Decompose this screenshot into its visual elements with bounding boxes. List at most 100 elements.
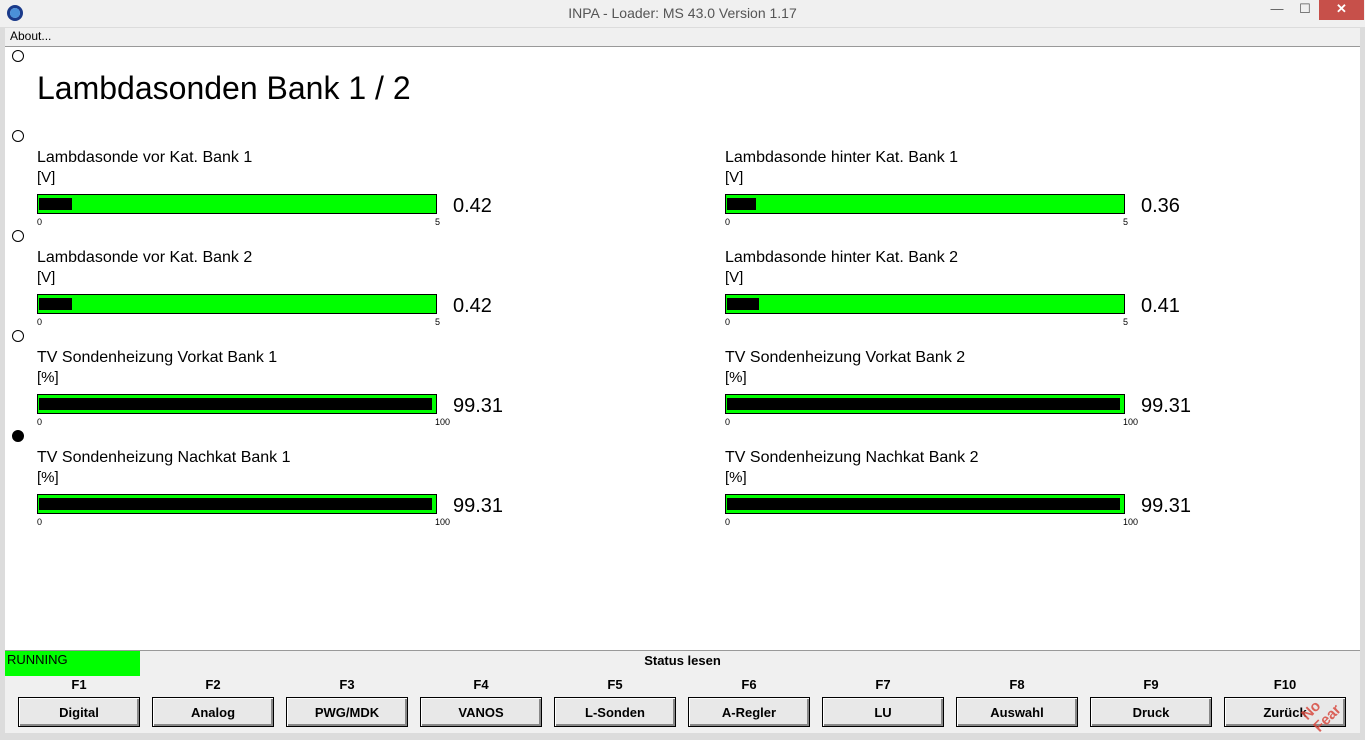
gauge-min: 0 [37, 317, 43, 327]
gauge-min: 0 [37, 417, 43, 427]
gauge-bar [725, 194, 1125, 214]
gauge-bar [37, 394, 437, 414]
gauge-unit: [%] [725, 469, 747, 486]
gauge-label: Lambdasonde vor Kat. Bank 1 [37, 149, 253, 166]
gauge-bar-fill [39, 498, 432, 510]
fkey-label-f9: F9 [1143, 677, 1159, 692]
gauge-bar [725, 294, 1125, 314]
gauge-bar [725, 494, 1125, 514]
gauge-unit: [V] [37, 169, 56, 186]
gauge-min: 0 [37, 517, 43, 527]
gauge-value: 99.31 [1141, 495, 1192, 517]
gauge-min: 0 [725, 517, 731, 527]
gauge-label: Lambdasonde hinter Kat. Bank 2 [725, 249, 959, 266]
fkey-label-f4: F4 [473, 677, 489, 692]
window-title: INPA - Loader: MS 43.0 Version 1.17 [568, 5, 797, 21]
gauge-lambda-hinter-kat-bank-1: Lambdasonde hinter Kat. Bank 1 [V] 0 5 0… [725, 149, 1205, 239]
gauge-heizung-nachkat-bank-2: TV Sondenheizung Nachkat Bank 2 [%] 0 10… [725, 449, 1205, 539]
gauge-max: 5 [1123, 217, 1129, 227]
fkey-label-f5: F5 [607, 677, 623, 692]
gauge-unit: [%] [37, 469, 59, 486]
radio-option-5-selected[interactable] [12, 430, 24, 442]
app-icon[interactable] [7, 5, 23, 21]
gauge-bar [725, 394, 1125, 414]
minimize-button[interactable]: — [1270, 1, 1284, 16]
fkey-label-f6: F6 [741, 677, 757, 692]
gauge-label: Lambdasonde vor Kat. Bank 2 [37, 249, 253, 266]
gauge-label: Lambdasonde hinter Kat. Bank 1 [725, 149, 959, 166]
radio-option-4[interactable] [12, 330, 24, 342]
f2-analog-button[interactable]: Analog [152, 697, 274, 727]
gauge-unit: [V] [725, 269, 744, 286]
maximize-button[interactable]: ☐ [1299, 1, 1311, 16]
gauge-label: TV Sondenheizung Vorkat Bank 2 [725, 349, 966, 366]
f10-zurueck-button[interactable]: Zurück [1224, 697, 1346, 727]
page-title: Lambdasonden Bank 1 / 2 [37, 70, 411, 106]
close-button[interactable]: ✕ [1319, 0, 1364, 20]
gauge-bar [37, 494, 437, 514]
status-text: Status lesen [644, 653, 721, 668]
radio-option-1[interactable] [12, 50, 24, 62]
gauge-value: 0.36 [1141, 195, 1180, 217]
gauge-bar [37, 294, 437, 314]
gauge-value: 0.42 [453, 295, 492, 317]
gauge-bar-fill [39, 198, 72, 210]
gauge-heizung-vorkat-bank-2: TV Sondenheizung Vorkat Bank 2 [%] 0 100… [725, 349, 1205, 439]
f7-lu-button[interactable]: LU [822, 697, 944, 727]
f8-auswahl-button[interactable]: Auswahl [956, 697, 1078, 727]
fkey-label-f1: F1 [71, 677, 87, 692]
fkey-label-f8: F8 [1009, 677, 1025, 692]
gauge-bar-fill [727, 298, 759, 310]
gauge-max: 100 [1123, 517, 1139, 527]
gauge-lambda-hinter-kat-bank-2: Lambdasonde hinter Kat. Bank 2 [V] 0 5 0… [725, 249, 1205, 339]
gauge-bar-fill [39, 298, 72, 310]
gauge-value: 99.31 [453, 395, 504, 417]
gauge-bar [37, 194, 437, 214]
gauge-label: TV Sondenheizung Nachkat Bank 1 [37, 449, 291, 466]
gauge-label: TV Sondenheizung Nachkat Bank 2 [725, 449, 979, 466]
gauge-bar-fill [727, 398, 1120, 410]
gauge-value: 0.42 [453, 195, 492, 217]
gauge-bar-fill [727, 498, 1120, 510]
menu-bar: About... [5, 28, 1360, 47]
gauge-label: TV Sondenheizung Vorkat Bank 1 [37, 349, 278, 366]
gauge-min: 0 [725, 417, 731, 427]
gauge-max: 5 [1123, 317, 1129, 327]
f3-pwg-mdk-button[interactable]: PWG/MDK [286, 697, 408, 727]
gauge-lambda-vor-kat-bank-2: Lambdasonde vor Kat. Bank 2 [V] 0 5 0.42 [37, 249, 517, 339]
gauge-max: 100 [435, 517, 451, 527]
gauge-value: 0.41 [1141, 295, 1180, 317]
gauge-max: 5 [435, 317, 441, 327]
fkey-label-f7: F7 [875, 677, 891, 692]
running-indicator: RUNNING [5, 651, 140, 676]
function-key-bar: RUNNING Status lesen F1 Digital F2 Analo… [5, 650, 1360, 733]
fkey-label-f2: F2 [205, 677, 221, 692]
f6-a-regler-button[interactable]: A-Regler [688, 697, 810, 727]
gauge-bar-fill [39, 398, 432, 410]
menu-about[interactable]: About... [10, 29, 52, 43]
gauge-min: 0 [725, 217, 731, 227]
fkey-label-f10: F10 [1273, 677, 1297, 692]
gauge-unit: [V] [725, 169, 744, 186]
gauge-heizung-vorkat-bank-1: TV Sondenheizung Vorkat Bank 1 [%] 0 100… [37, 349, 517, 439]
gauge-heizung-nachkat-bank-1: TV Sondenheizung Nachkat Bank 1 [%] 0 10… [37, 449, 517, 539]
f1-digital-button[interactable]: Digital [18, 697, 140, 727]
main-panel: Lambdasonden Bank 1 / 2 Lambdasonde vor … [5, 47, 1360, 650]
gauge-value: 99.31 [453, 495, 504, 517]
gauge-unit: [%] [37, 369, 59, 386]
radio-option-3[interactable] [12, 230, 24, 242]
gauge-min: 0 [37, 217, 43, 227]
gauge-bar-fill [727, 198, 756, 210]
gauge-lambda-vor-kat-bank-1: Lambdasonde vor Kat. Bank 1 [V] 0 5 0.42 [37, 149, 517, 239]
gauge-unit: [%] [725, 369, 747, 386]
gauge-max: 5 [435, 217, 441, 227]
gauge-value: 99.31 [1141, 395, 1192, 417]
f9-druck-button[interactable]: Druck [1090, 697, 1212, 727]
radio-option-2[interactable] [12, 130, 24, 142]
title-bar: INPA - Loader: MS 43.0 Version 1.17 — ☐ … [0, 0, 1365, 27]
gauge-min: 0 [725, 317, 731, 327]
f5-l-sonden-button[interactable]: L-Sonden [554, 697, 676, 727]
f4-vanos-button[interactable]: VANOS [420, 697, 542, 727]
gauge-max: 100 [435, 417, 451, 427]
gauge-max: 100 [1123, 417, 1139, 427]
